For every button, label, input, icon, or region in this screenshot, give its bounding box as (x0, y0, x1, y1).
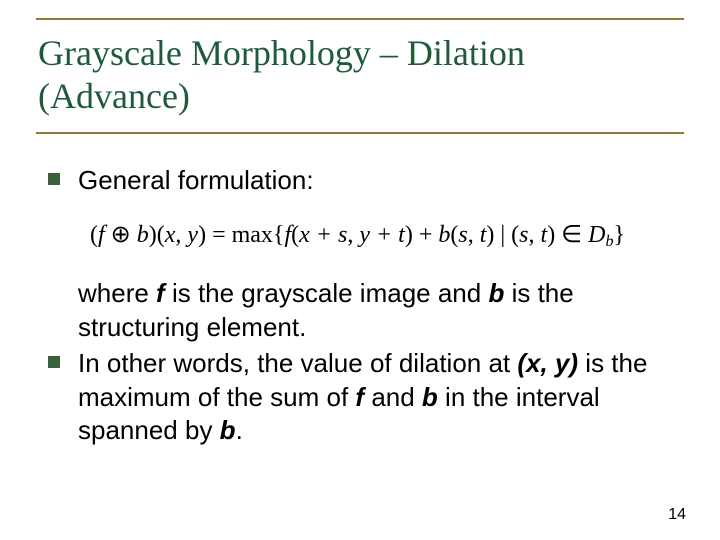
x-sym: x (165, 222, 176, 248)
brace-close: } (613, 222, 625, 248)
square-bullet-icon (48, 173, 60, 185)
f-paren1: )( (149, 222, 165, 248)
paren2: ( (291, 222, 299, 248)
comma3: , (468, 222, 480, 248)
title-line-2: (Advance) (38, 76, 190, 116)
b2-period: . (236, 415, 243, 445)
y-sym: y (187, 222, 198, 248)
b-sym2: b (438, 222, 450, 248)
where-pre: where (78, 278, 156, 308)
where-text: where f is the grayscale image and b is … (78, 277, 660, 345)
formula-block: (f ⊕ b)(x, y) = max{f(x + s, y + t) + b(… (90, 220, 660, 251)
slide: Grayscale Morphology – Dilation (Advance… (0, 0, 720, 540)
b2-mid2: and (364, 382, 422, 412)
comma2: , (347, 222, 359, 248)
bullet-text-1: General formulation: (78, 164, 314, 198)
bullet-item-1: General formulation: (48, 164, 660, 198)
xs-sym: x + s (299, 222, 347, 248)
s-sym: s (458, 222, 467, 248)
in-sym: ) ∈ (547, 222, 588, 248)
dilation-formula: (f ⊕ b)(x, y) = max{f(x + s, y + t) + b(… (90, 222, 625, 248)
f-sym: f (98, 222, 105, 248)
b2-f: f (355, 382, 364, 412)
b2-xy: (x, y) (517, 348, 578, 378)
where-mid1: is the grayscale image and (165, 278, 489, 308)
b-sym: b (137, 222, 149, 248)
title-line-1: Grayscale Morphology – Dilation (38, 33, 525, 73)
where-b: b (488, 278, 504, 308)
bar-paren: ) | ( (486, 222, 519, 248)
bullet-item-2: In other words, the value of dilation at… (48, 347, 660, 448)
yt-sym: y + t (359, 222, 405, 248)
slide-title: Grayscale Morphology – Dilation (Advance… (38, 32, 684, 118)
content-area: General formulation: (f ⊕ b)(x, y) = max… (36, 164, 684, 448)
b2-pre: In other words, the value of dilation at (78, 348, 517, 378)
s-sym2: s (519, 222, 528, 248)
comma1: , (175, 222, 187, 248)
oplus-sym: ⊕ (105, 222, 137, 248)
title-block: Grayscale Morphology – Dilation (Advance… (36, 18, 684, 134)
square-bullet-icon (48, 356, 60, 368)
plus-b: ) + (405, 222, 439, 248)
b2-b2: b (220, 415, 236, 445)
f-paren-open: ( (90, 222, 98, 248)
D-sym: D (588, 222, 605, 248)
comma4: , (529, 222, 541, 248)
where-f: f (156, 278, 165, 308)
eq-max: ) = max{ (198, 222, 284, 248)
b2-b: b (422, 382, 438, 412)
bullet-text-2: In other words, the value of dilation at… (78, 347, 660, 448)
page-number: 14 (668, 506, 686, 524)
bullet-item-where: where f is the grayscale image and b is … (48, 277, 660, 345)
